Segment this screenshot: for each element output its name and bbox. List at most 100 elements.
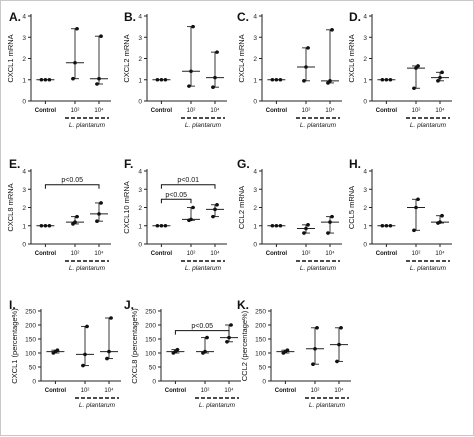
- y-tick-label: 1: [22, 77, 26, 84]
- y-tick-label: 50: [259, 365, 267, 372]
- x-tick-label: Control: [376, 108, 398, 114]
- data-point: [440, 213, 444, 218]
- data-point: [73, 220, 77, 224]
- y-tick-label: 3: [253, 35, 257, 42]
- significance-label: p<0.01: [177, 177, 199, 184]
- x-tick-label: 10²: [311, 388, 320, 394]
- y-tick-label: 0: [22, 99, 26, 106]
- data-point: [412, 86, 416, 91]
- data-point: [337, 342, 341, 347]
- data-point: [159, 77, 164, 82]
- data-point: [95, 82, 99, 86]
- y-axis-label: CXCL1 mRNA: [6, 34, 15, 82]
- data-point: [330, 214, 334, 219]
- panel-letter: I.: [9, 298, 16, 312]
- y-tick-label: 4: [363, 169, 367, 176]
- panel-i: I. 0 50 100 150 200 250 CXCL1 (percentage%) Cont…: [9, 298, 121, 409]
- data-point: [436, 79, 440, 83]
- group-label: L. plantarum: [185, 122, 222, 129]
- data-point: [304, 65, 308, 69]
- x-tick-label: Control: [376, 251, 398, 257]
- y-tick-label: 3: [138, 35, 142, 42]
- data-point: [215, 202, 219, 207]
- x-tick-label: 10⁴: [435, 107, 445, 114]
- y-tick-label: 0: [138, 242, 142, 249]
- group-label: L. plantarum: [300, 122, 337, 129]
- y-tick-label: 250: [145, 309, 156, 316]
- data-point: [191, 205, 195, 210]
- x-tick-label: 10²: [201, 388, 210, 394]
- panel-h: H. 0 1 2 3 4 CCL5 mRNA Control 10² 10⁴ L. plantaru…: [347, 157, 452, 272]
- data-point: [99, 34, 103, 38]
- data-point: [205, 335, 209, 340]
- data-point: [306, 223, 310, 227]
- panel-letter: F.: [124, 157, 133, 171]
- panel-letter: A.: [9, 10, 21, 24]
- data-point: [335, 359, 339, 364]
- group-label: L. plantarum: [410, 265, 447, 272]
- data-point: [43, 77, 48, 82]
- y-tick-label: 3: [22, 187, 26, 194]
- y-tick-label: 100: [145, 351, 156, 358]
- panel-c: C. 0 1 2 3 4 CXCL4 mRNA Control 10² 10⁴ L. plantar…: [237, 10, 342, 129]
- y-tick-label: 3: [22, 35, 26, 42]
- data-point: [155, 223, 160, 228]
- x-tick-label: 10⁴: [334, 387, 344, 394]
- data-point: [438, 220, 442, 224]
- x-tick-label: 10⁴: [104, 387, 114, 394]
- y-tick-label: 2: [138, 56, 142, 63]
- y-tick-label: 4: [253, 14, 257, 21]
- data-point: [270, 223, 275, 228]
- y-tick-label: 1: [138, 223, 142, 230]
- y-tick-label: 4: [138, 169, 142, 176]
- y-tick-label: 200: [145, 323, 156, 330]
- data-point: [384, 223, 389, 228]
- data-point: [380, 223, 385, 228]
- y-tick-label: 250: [25, 309, 36, 316]
- data-point: [339, 326, 343, 330]
- data-point: [109, 316, 113, 320]
- data-point: [99, 201, 103, 205]
- significance-bracket: [44, 184, 100, 189]
- y-axis-label: CXCL1 (percentage%): [10, 308, 19, 384]
- panel-f: F. 0 1 2 3 4 CXCL10 mRNA Control 10² 10⁴ L. planta…: [122, 157, 227, 272]
- y-tick-label: 0: [253, 99, 257, 106]
- data-point: [302, 79, 306, 83]
- x-tick-label: Control: [266, 108, 288, 114]
- data-point: [95, 219, 99, 223]
- data-point: [55, 348, 60, 353]
- panel-letter: D.: [349, 10, 361, 24]
- y-tick-label: 100: [255, 351, 266, 358]
- significance-label: p<0.05: [191, 323, 213, 330]
- y-tick-label: 0: [32, 379, 36, 386]
- data-point: [412, 228, 416, 233]
- panel-j: J. 0 50 100 150 200 250 CXCL8 (percentage%) Cont…: [124, 298, 241, 409]
- x-tick-label: 10⁴: [224, 387, 234, 394]
- significance-bracket: [160, 184, 216, 189]
- data-point: [105, 356, 109, 361]
- x-tick-label: Control: [165, 388, 187, 394]
- group-label: L. plantarum: [69, 122, 106, 129]
- y-tick-label: 2: [22, 205, 26, 212]
- data-point: [85, 324, 89, 329]
- y-axis-label: CXCL10 mRNA: [122, 181, 131, 234]
- x-tick-label: 10⁴: [94, 250, 104, 257]
- data-point: [75, 214, 79, 219]
- x-tick-label: 10⁴: [210, 107, 220, 114]
- data-point: [274, 77, 279, 82]
- x-tick-label: 10²: [71, 251, 80, 257]
- significance-label: p<0.05: [61, 177, 83, 184]
- data-point: [388, 223, 393, 228]
- x-tick-label: Control: [35, 108, 57, 114]
- panel-letter: G.: [237, 157, 250, 171]
- y-axis-label: CCL5 mRNA: [347, 186, 356, 229]
- data-point: [440, 70, 444, 75]
- panel-g: G. 0 1 2 3 4 CCL2 mRNA Control 10² 10⁴ L. plantaru…: [237, 157, 342, 272]
- y-axis-label: CCL2 mRNA: [237, 186, 246, 229]
- data-point: [438, 75, 442, 80]
- data-point: [326, 231, 330, 235]
- y-tick-label: 0: [22, 242, 26, 249]
- y-tick-label: 50: [149, 365, 157, 372]
- data-point: [81, 363, 85, 368]
- x-tick-label: 10⁴: [94, 107, 104, 114]
